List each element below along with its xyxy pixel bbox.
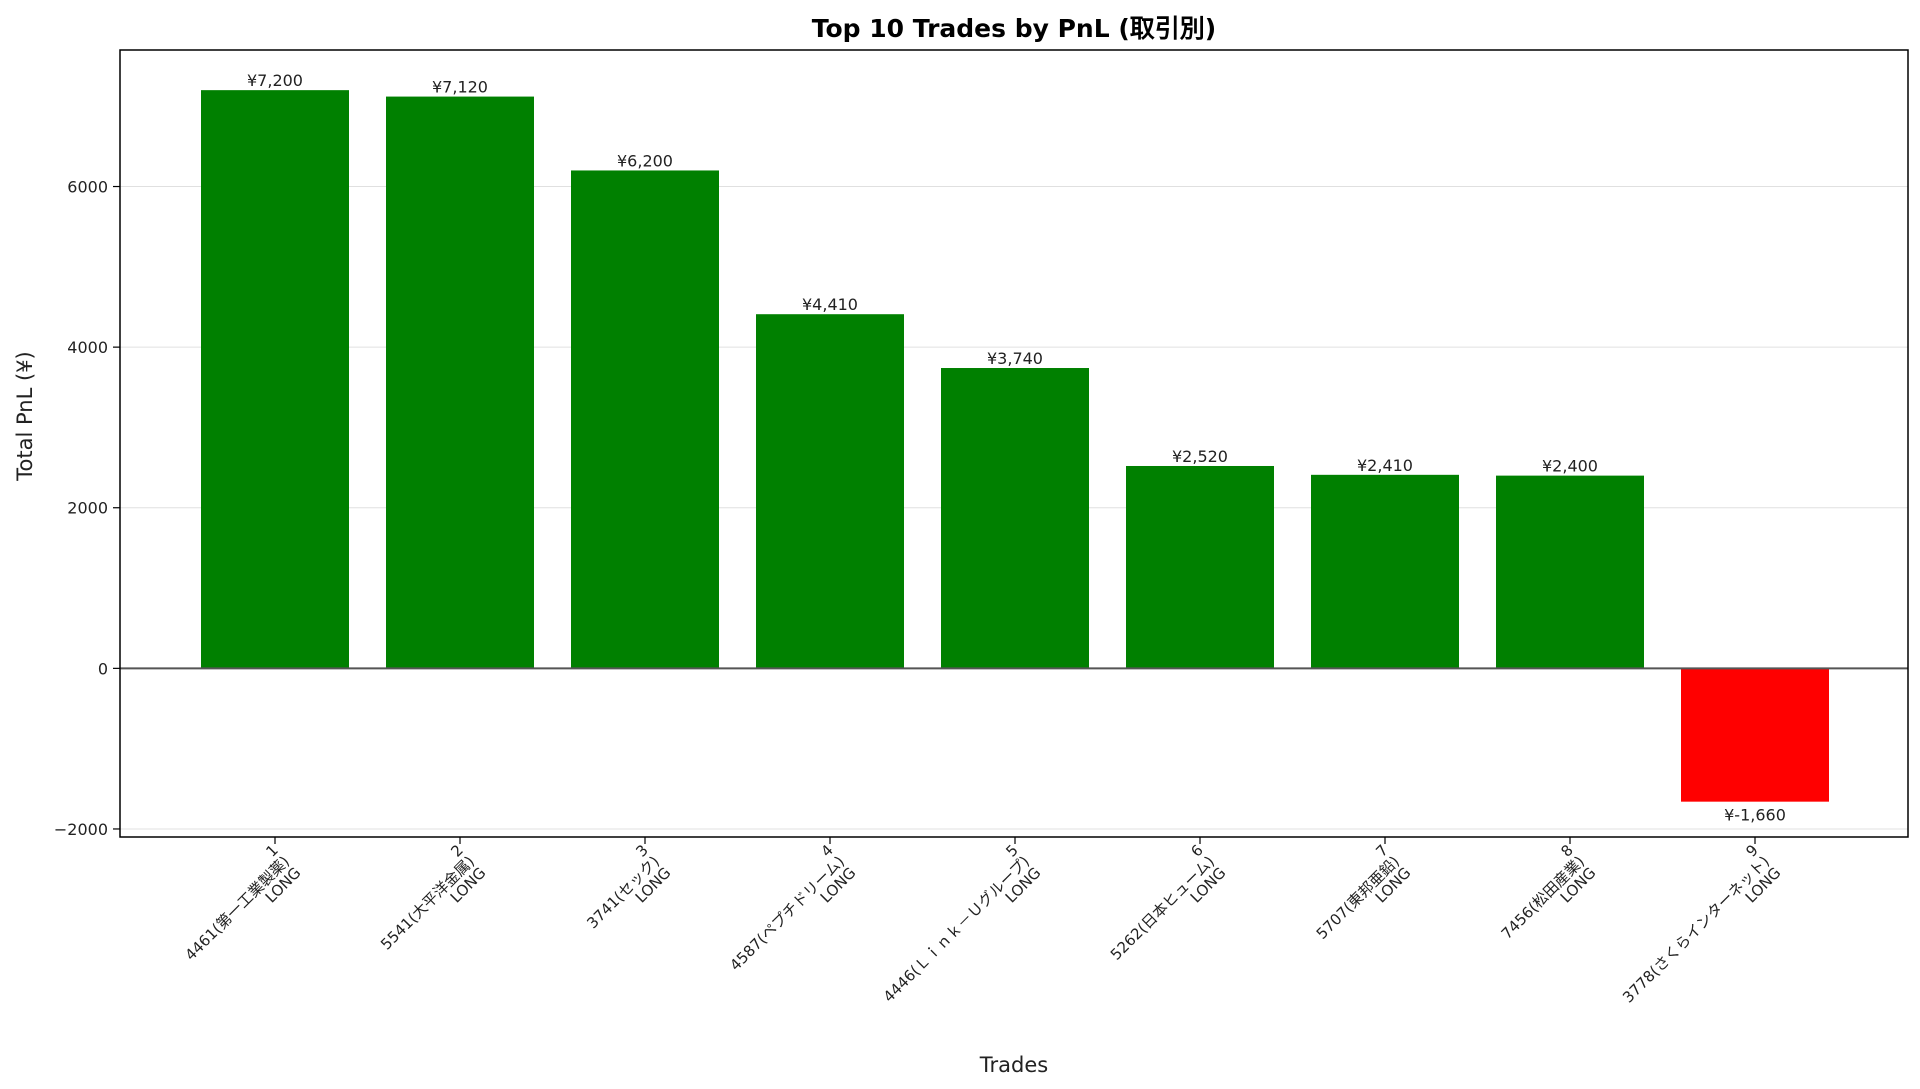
plot-frame: [119, 49, 1909, 838]
x-tick-label: 25541(大平洋金属)LONG: [366, 841, 490, 965]
bar-value-label: ¥-1,660: [1724, 806, 1786, 825]
bar-value-label: ¥3,740: [987, 349, 1043, 368]
bar: [201, 90, 349, 669]
bars: [120, 90, 1908, 802]
x-tick-label: 93778(さくらインターネット)LONG: [1608, 841, 1785, 1018]
x-tick-label-text: 65262(日本ヒューム)LONG: [1096, 841, 1230, 975]
bar: [1496, 475, 1644, 669]
x-tick-label-text: 14461(第一工業製薬)LONG: [170, 841, 304, 975]
x-tick-label: 65262(日本ヒューム)LONG: [1096, 841, 1230, 975]
x-tick-label: 54446(Ｌｉｎｋ－Ｕグループ)LONG: [868, 841, 1045, 1017]
x-tick-label: 87456(松田産業)LONG: [1486, 841, 1600, 954]
x-axis-label: Trades: [979, 1053, 1048, 1077]
y-tick-label: 0: [98, 659, 108, 678]
x-tick-label-text: 87456(松田産業)LONG: [1486, 841, 1599, 954]
chart-title: Top 10 Trades by PnL (取引別): [812, 14, 1216, 43]
bar-value-label: ¥2,520: [1172, 447, 1228, 466]
x-tick-label-line: 4587(ペプチドリーム): [726, 852, 848, 974]
bar-value-label: ¥2,400: [1542, 457, 1598, 476]
x-tick-label: 14461(第一工業製薬)LONG: [170, 841, 304, 975]
y-axis-label: Total PnL (¥): [13, 351, 37, 481]
x-axis: 14461(第一工業製薬)LONG 25541(大平洋金属)LONG 33741(セ…: [170, 837, 1785, 1018]
bar-value-label: ¥7,120: [432, 78, 488, 97]
data-labels: ¥7,200 ¥7,120 ¥6,200 ¥4,410 ¥3,740 ¥2,520 ¥2,4…: [247, 71, 1786, 825]
bar-value-label: ¥6,200: [617, 151, 673, 170]
x-tick-label-line: 3778(さくらインターネット): [1619, 852, 1773, 1006]
x-tick-label-line: 4446(Ｌｉｎｋ－Ｕグループ): [880, 852, 1033, 1005]
y-tick-label: 2000: [67, 499, 108, 518]
y-tick-label: −2000: [54, 820, 108, 839]
bar: [1681, 668, 1829, 802]
bar: [1126, 465, 1274, 669]
bar: [756, 314, 904, 669]
x-tick-label-text: 93778(さくらインターネット)LONG: [1608, 841, 1785, 1018]
x-tick-label: 44587(ペプチドリーム)LONG: [715, 841, 860, 986]
bar-value-label: ¥2,410: [1357, 456, 1413, 475]
y-tick-label: 4000: [67, 338, 108, 357]
x-tick-label-text: 44587(ペプチドリーム)LONG: [715, 841, 860, 986]
y-axis: −2000 0 2000 4000 6000: [54, 178, 120, 839]
y-tick-label: 6000: [67, 178, 108, 197]
x-tick-label-line: 5541(大平洋金属): [377, 852, 478, 953]
bar-value-label: ¥4,410: [802, 295, 858, 314]
x-tick-label-line: 5262(日本ヒューム): [1107, 852, 1218, 963]
x-tick-label: 75707(東邦亜鉛)LONG: [1301, 841, 1415, 954]
x-tick-label-line: 4461(第一工業製薬): [181, 852, 293, 964]
bar: [571, 170, 719, 669]
x-tick-label-text: 33741(セック)LONG: [572, 841, 674, 943]
bar: [386, 96, 534, 669]
x-tick-label-text: 25541(大平洋金属)LONG: [366, 841, 490, 965]
x-tick-label: 33741(セック)LONG: [572, 841, 674, 943]
x-tick-label-text: 75707(東邦亜鉛)LONG: [1301, 841, 1414, 954]
bar-value-label: ¥7,200: [247, 71, 303, 90]
x-tick-label-text: 54446(Ｌｉｎｋ－Ｕグループ)LONG: [868, 841, 1044, 1017]
bar: [1311, 474, 1459, 669]
bar: [941, 368, 1089, 669]
